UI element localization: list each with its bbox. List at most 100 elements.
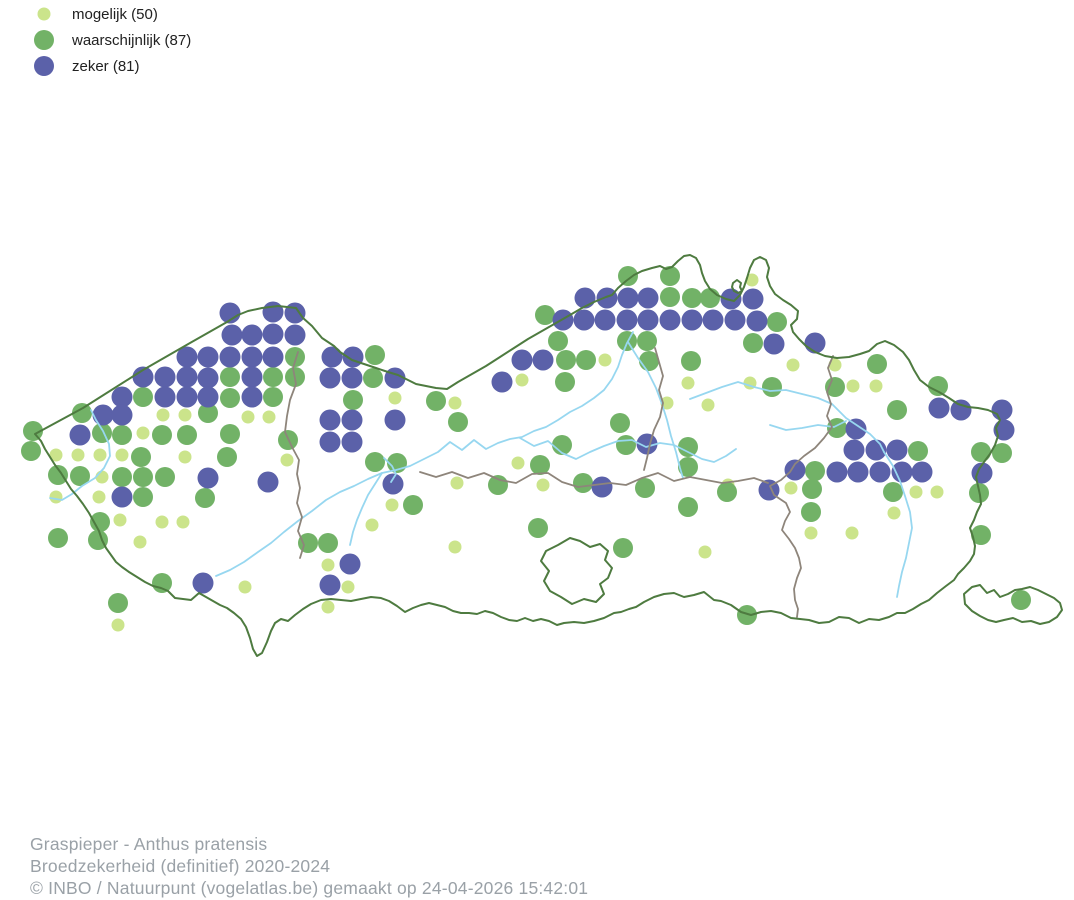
map-dot-waarschijnlijk bbox=[802, 479, 822, 499]
map-dot-zeker bbox=[950, 399, 972, 421]
map-dot-zeker bbox=[845, 418, 867, 440]
map-dot-waarschijnlijk bbox=[825, 377, 845, 397]
map-dot-zeker bbox=[284, 324, 306, 346]
map-dot-waarschijnlijk bbox=[678, 437, 698, 457]
legend-swatch-mogelijk-icon bbox=[37, 7, 51, 21]
map-dot-zeker bbox=[262, 301, 284, 323]
map-dot-zeker bbox=[720, 288, 742, 310]
map-dot-zeker bbox=[197, 386, 219, 408]
map-dot-mogelijk bbox=[71, 448, 85, 462]
map-dot-mogelijk bbox=[681, 376, 695, 390]
map-dot-mogelijk bbox=[49, 448, 63, 462]
region-borders-layer bbox=[34, 254, 1063, 657]
map-dot-waarschijnlijk bbox=[992, 443, 1012, 463]
map-dot-waarschijnlijk bbox=[365, 452, 385, 472]
map-dot-waarschijnlijk bbox=[177, 425, 197, 445]
map-dot-waarschijnlijk bbox=[108, 593, 128, 613]
map-dot-mogelijk bbox=[155, 515, 169, 529]
map-dot-mogelijk bbox=[95, 470, 109, 484]
map-dot-zeker bbox=[742, 288, 764, 310]
map-dot-zeker bbox=[319, 409, 341, 431]
map-dot-mogelijk bbox=[660, 396, 674, 410]
map-dot-mogelijk bbox=[845, 526, 859, 540]
province-border-east-flanders-antwerp bbox=[643, 347, 664, 471]
map-dot-waarschijnlijk bbox=[217, 447, 237, 467]
map-dot-zeker bbox=[176, 366, 198, 388]
map-dot-mogelijk bbox=[238, 580, 252, 594]
map-dot-mogelijk bbox=[909, 485, 923, 499]
legend-item-mogelijk: mogelijk (50) bbox=[33, 1, 191, 27]
map-dot-waarschijnlijk bbox=[767, 312, 787, 332]
map-dot-zeker bbox=[746, 310, 768, 332]
river-demer bbox=[519, 437, 737, 463]
map-dot-waarschijnlijk bbox=[867, 354, 887, 374]
map-dot-waarschijnlijk bbox=[198, 403, 218, 423]
map-dot-mogelijk bbox=[115, 448, 129, 462]
map-dot-mogelijk bbox=[701, 398, 715, 412]
map-dot-mogelijk bbox=[176, 515, 190, 529]
map-dot-mogelijk bbox=[698, 545, 712, 559]
map-dot-zeker bbox=[132, 366, 154, 388]
legend-item-waarschijnlijk: waarschijnlijk (87) bbox=[33, 27, 191, 53]
rivers-layer bbox=[49, 331, 913, 598]
map-dot-waarschijnlijk bbox=[573, 473, 593, 493]
map-dot-zeker bbox=[321, 346, 343, 368]
map-dot-waarschijnlijk bbox=[678, 457, 698, 477]
map-dot-zeker bbox=[154, 366, 176, 388]
map-dot-waarschijnlijk bbox=[112, 467, 132, 487]
map-dot-waarschijnlijk bbox=[363, 368, 383, 388]
flanders-border bbox=[34, 254, 1001, 657]
map-dot-zeker bbox=[616, 309, 638, 331]
map-dot-zeker bbox=[591, 476, 613, 498]
map-dot-zeker bbox=[319, 367, 341, 389]
map-dot-mogelijk bbox=[784, 481, 798, 495]
map-dot-waarschijnlijk bbox=[717, 482, 737, 502]
map-dot-zeker bbox=[319, 431, 341, 453]
map-dot-mogelijk bbox=[786, 358, 800, 372]
map-dot-waarschijnlijk bbox=[152, 425, 172, 445]
map-dot-mogelijk bbox=[930, 485, 944, 499]
map-dot-waarschijnlijk bbox=[365, 345, 385, 365]
map-dot-waarschijnlijk bbox=[637, 331, 657, 351]
map-dot-mogelijk bbox=[156, 408, 170, 422]
legend-swatch-waarschijnlijk-icon bbox=[34, 30, 54, 50]
map-dot-mogelijk bbox=[92, 490, 106, 504]
map-dot-zeker bbox=[111, 486, 133, 508]
map-dot-waarschijnlijk bbox=[805, 461, 825, 481]
map-dot-zeker bbox=[594, 309, 616, 331]
map-dot-zeker bbox=[92, 404, 114, 426]
map-dot-waarschijnlijk bbox=[131, 447, 151, 467]
map-dot-waarschijnlijk bbox=[660, 287, 680, 307]
map-dot-mogelijk bbox=[598, 353, 612, 367]
map-dot-zeker bbox=[241, 386, 263, 408]
map-dot-mogelijk bbox=[887, 506, 901, 520]
map-dot-waarschijnlijk bbox=[403, 495, 423, 515]
map-dot-waarschijnlijk bbox=[682, 288, 702, 308]
map-dot-zeker bbox=[197, 367, 219, 389]
map-dot-mogelijk bbox=[321, 558, 335, 572]
map-dot-mogelijk bbox=[846, 379, 860, 393]
map-dot-waarschijnlijk bbox=[548, 331, 568, 351]
map-dot-waarschijnlijk bbox=[426, 391, 446, 411]
map-dot-zeker bbox=[681, 309, 703, 331]
map-dot-zeker bbox=[341, 431, 363, 453]
map-dot-mogelijk bbox=[49, 490, 63, 504]
map-dot-waarschijnlijk bbox=[88, 530, 108, 550]
province-borders-layer bbox=[284, 347, 834, 618]
map-dot-mogelijk bbox=[133, 535, 147, 549]
map-dot-waarschijnlijk bbox=[971, 525, 991, 545]
map-dot-zeker bbox=[596, 287, 618, 309]
map-dot-zeker bbox=[532, 349, 554, 371]
map-dot-zeker bbox=[843, 439, 865, 461]
map-dot-waarschijnlijk bbox=[887, 400, 907, 420]
map-dot-mogelijk bbox=[828, 358, 842, 372]
legend-item-zeker: zeker (81) bbox=[33, 53, 191, 79]
map-dot-zeker bbox=[891, 461, 913, 483]
map-dot-zeker bbox=[491, 371, 513, 393]
map-dot-waarschijnlijk bbox=[928, 376, 948, 396]
map-dot-waarschijnlijk bbox=[576, 350, 596, 370]
brussels-enclave-border bbox=[540, 537, 613, 605]
map-dot-zeker bbox=[724, 309, 746, 331]
map-dot-zeker bbox=[219, 302, 241, 324]
map-dot-zeker bbox=[284, 302, 306, 324]
